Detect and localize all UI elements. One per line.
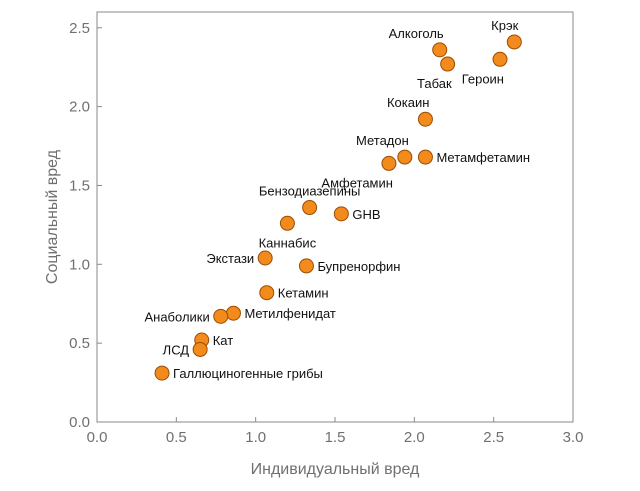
data-point <box>492 51 508 67</box>
point-label: Бензодиазепины <box>259 184 361 199</box>
data-point <box>259 285 275 301</box>
data-point <box>381 155 397 171</box>
data-point <box>506 34 522 50</box>
y-tick-label: 0.5 <box>69 335 90 352</box>
data-point <box>225 305 241 321</box>
data-point <box>417 111 433 127</box>
point-label: Экстази <box>206 251 254 266</box>
point-label: Метадон <box>356 133 409 148</box>
y-tick-label: 1.0 <box>69 256 90 273</box>
point-label: Крэк <box>491 18 518 33</box>
x-tick-label: 1.5 <box>325 429 346 446</box>
x-tick-label: 3.0 <box>563 429 584 446</box>
point-label: Алкоголь <box>389 26 444 41</box>
y-tick-label: 2.0 <box>69 99 90 116</box>
data-point <box>397 149 413 165</box>
y-axis-label: Социальный вред <box>44 149 61 284</box>
point-label: ЛСД <box>163 342 190 357</box>
point-label: Метамфетамин <box>436 150 530 165</box>
data-point <box>279 215 295 231</box>
point-label: Каннабис <box>259 235 317 250</box>
data-point <box>302 200 318 216</box>
point-label: Амфетамин <box>321 175 393 190</box>
point-label: Табак <box>417 76 452 91</box>
point-label: GHB <box>352 207 380 222</box>
data-point <box>192 341 208 357</box>
point-label: Бупренорфин <box>317 259 400 274</box>
x-tick-label: 2.0 <box>404 429 425 446</box>
point-label: Кат <box>213 333 234 348</box>
axis-ticks: 0.0 0.5 1.0 1.5 2.0 2.5 3.0 0.0 0.5 1.0 1.5 2.0 2.5 <box>69 20 583 446</box>
data-point <box>333 206 349 222</box>
point-label: Галлюциногенные грибы <box>173 366 323 381</box>
y-tick-label: 1.5 <box>69 177 90 194</box>
data-point <box>213 308 229 324</box>
point-label: Кокаин <box>387 95 429 110</box>
y-tick-label: 0.0 <box>69 414 90 431</box>
point-labels: Крэк Героин Алкоголь Табак Кокаин Метадон Мета… <box>144 18 530 381</box>
data-point <box>298 258 314 274</box>
data-point <box>257 250 273 266</box>
point-label: Героин <box>462 71 504 86</box>
x-tick-label: 2.5 <box>483 429 504 446</box>
data-point <box>417 149 433 165</box>
data-point <box>154 365 170 381</box>
point-label: Метилфенидат <box>244 306 335 321</box>
data-point <box>440 56 456 72</box>
x-axis-label: Индивидуальный вред <box>251 461 420 478</box>
data-points <box>154 34 522 381</box>
x-tick-label: 1.0 <box>245 429 266 446</box>
data-point <box>432 42 448 58</box>
x-tick-label: 0.0 <box>87 429 108 446</box>
point-label: Кетамин <box>278 286 329 301</box>
point-label: Анаболики <box>144 309 209 324</box>
y-tick-label: 2.5 <box>69 20 90 37</box>
x-tick-label: 0.5 <box>166 429 187 446</box>
